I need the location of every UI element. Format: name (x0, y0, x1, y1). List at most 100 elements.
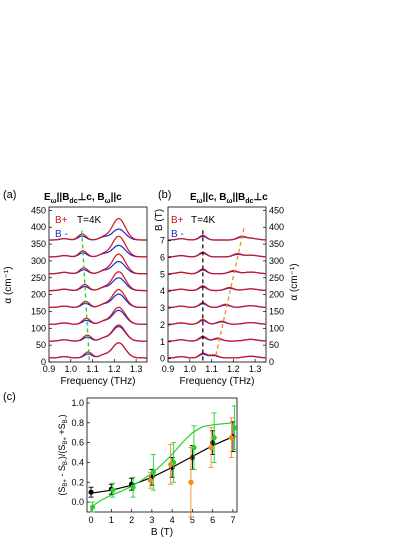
y-tick-label: 300 (31, 256, 46, 266)
y-tick-label: 0 (41, 357, 46, 367)
data-point-green (211, 435, 217, 441)
panel-a-xlabel: Frequency (THz) (60, 376, 135, 387)
panel-b-legend-bplus: B+ (171, 215, 184, 226)
panel-b-frame (167, 206, 267, 363)
panel-b-axes: 0.9 1.0 1.1 1.2 1.30501001502002503003504004… (160, 205, 284, 374)
panel-a-axes: 0.9 1.0 1.1 1.2 1.3 0 50 100 150 200 250 300 350 400 4… (31, 205, 142, 374)
y-tick-label: 0.4 (71, 457, 84, 467)
y-tick-label: 300 (269, 256, 284, 266)
x-tick-label: 1.2 (227, 364, 240, 374)
trace-bplus-7t (49, 217, 147, 241)
trace-bplus-0t (48, 342, 147, 359)
y-tick-label: 0 (269, 357, 274, 367)
y-tick-label: 350 (31, 239, 46, 249)
y-tick-label: 0.0 (71, 497, 84, 507)
y-tick-label: 350 (269, 239, 284, 249)
y-tick-label: 50 (36, 340, 46, 350)
trace-bplus-3t (49, 288, 147, 308)
trace-bplus-7t (168, 234, 266, 241)
trace-bplus-6t (167, 251, 267, 258)
x-tick-label: 4 (170, 515, 175, 525)
panel-a-legend-bminus: B - (55, 229, 68, 240)
trace-bplus-2t (49, 306, 147, 325)
data-point-orange (188, 479, 194, 485)
panel-label-a: (a) (3, 189, 16, 201)
y-tick-label: 250 (31, 273, 46, 283)
trace-bplus-6t (49, 235, 147, 258)
guide-line-green (81, 228, 90, 361)
x-tick-label: 5 (190, 515, 195, 525)
b-tick-label: 4 (160, 286, 165, 296)
panel-b-traces (167, 227, 267, 361)
panel-b-legend-bminus: B - (171, 229, 184, 240)
data-point-green (110, 487, 116, 493)
data-point-orange (168, 461, 174, 468)
panel-c-frame (86, 397, 238, 513)
b-tick-label: 7 (160, 236, 165, 246)
trace-bplus-4t (49, 271, 147, 292)
panel-b-title: Eω||c, Bω||Bdc⊥c (190, 192, 268, 205)
b-tick-label: 5 (160, 269, 165, 279)
y-tick-label: 50 (269, 340, 279, 350)
x-tick-label: 1.0 (65, 364, 78, 374)
trace-bplus-0t (168, 352, 266, 359)
y-tick-label: 200 (31, 290, 46, 300)
x-tick-label: 1 (109, 515, 114, 525)
y-tick-label: 250 (269, 273, 284, 283)
b-tick-label: 1 (160, 337, 165, 347)
data-point-orange (208, 444, 214, 451)
trace-bplus-2t (168, 318, 267, 325)
x-tick-label: 1.1 (205, 364, 218, 374)
panel-b-legend-temp: T=4K (191, 215, 216, 226)
panel-c-ylabel: (SB+ - SB-)/(SB+ +SB-) (57, 414, 69, 495)
x-tick-label: 0 (89, 515, 94, 525)
b-tick-label: 3 (160, 303, 165, 313)
x-tick-label: 7 (230, 515, 235, 525)
panel-a-legend-temp: T=4K (77, 215, 102, 226)
data-point-orange (147, 477, 153, 483)
x-tick-label: 0.9 (162, 364, 175, 374)
x-tick-label: 3 (149, 515, 154, 525)
panel-b-xlabel: Frequency (THz) (179, 376, 254, 387)
trace-bplus-5t (168, 268, 266, 275)
panel-a-ylabel: α (cm⁻¹) (3, 266, 14, 303)
panel-a-frame (48, 206, 148, 363)
data-point-green (89, 504, 96, 510)
x-tick-label: 0.9 (43, 364, 56, 374)
x-tick-label: 2 (129, 515, 134, 525)
y-tick-label: 100 (269, 323, 284, 333)
data-point-green (150, 469, 156, 475)
y-tick-label: 200 (269, 290, 284, 300)
trace-bplus-3t (168, 302, 266, 308)
y-tick-label: 450 (269, 205, 284, 215)
data-point-black (88, 489, 94, 495)
x-tick-label: 1.0 (184, 364, 197, 374)
x-tick-label: 1.3 (130, 364, 143, 374)
trace-bplus-1t (168, 335, 267, 342)
x-tick-label: 1.2 (108, 364, 121, 374)
x-tick-label: 6 (210, 515, 215, 525)
y-tick-label: 150 (31, 306, 46, 316)
y-tick-label: 150 (269, 306, 284, 316)
b-tick-label: 6 (160, 253, 165, 263)
b-tick-label: 2 (160, 320, 165, 330)
trace-bplus-1t (49, 324, 147, 342)
panel-label-c: (c) (3, 391, 16, 403)
y-tick-label: 0.8 (71, 418, 84, 428)
b-tick-label: 0 (160, 354, 165, 364)
y-tick-label: 400 (269, 222, 284, 232)
panel-label-b: (b) (158, 189, 171, 201)
panel-b-ylabel: α (cm⁻¹) (289, 263, 300, 300)
y-tick-label: 100 (31, 323, 46, 333)
data-point-green (231, 425, 238, 431)
panel-c-plot: 0 1 2 3 4 5 6 7 0.0 0.2 0.4 0.6 0.8 1.0 (71, 398, 238, 525)
x-tick-label: 1.1 (86, 364, 99, 374)
trace-bplus-5t (49, 253, 147, 275)
y-tick-label: 450 (31, 205, 46, 215)
trace-bplus-4t (167, 285, 267, 292)
panel-b-b-axis-label: B (T) (154, 209, 165, 231)
panel-c-xlabel: B (T) (151, 527, 173, 537)
panel-a-traces (48, 217, 147, 361)
y-tick-label: 400 (31, 222, 46, 232)
